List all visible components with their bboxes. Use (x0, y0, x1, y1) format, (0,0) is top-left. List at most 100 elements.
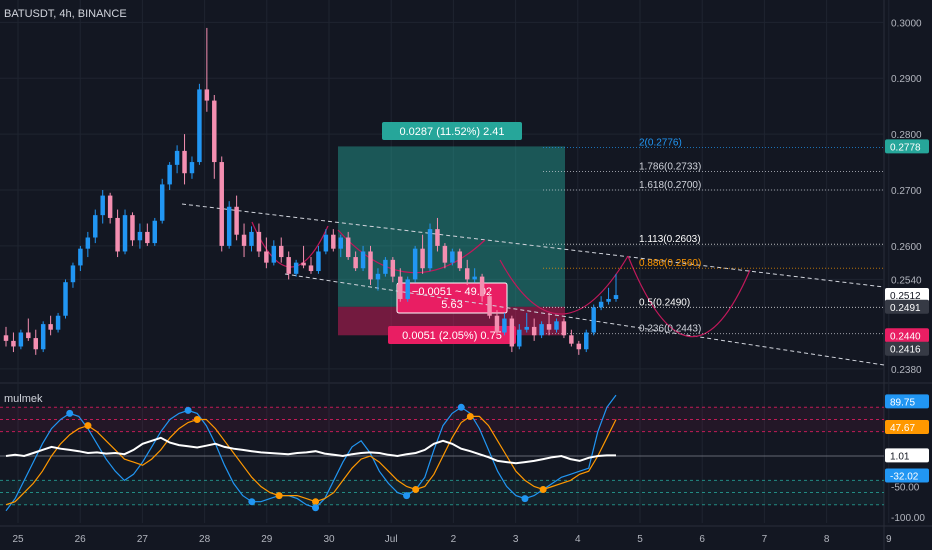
indicator-y-tick: -50.00 (891, 482, 920, 493)
fib-extension[interactable]: 2(0.2776) 1.786(0.2733) 1.618(0.2700) 1.113… (543, 138, 884, 335)
candle-body (375, 273, 381, 280)
candle-body (226, 206, 232, 246)
candle-body (48, 324, 53, 330)
position-pnl-line1: −0.0051 ~ 49.02 (412, 286, 492, 298)
channel-upper[interactable] (181, 203, 885, 288)
signal-dot (193, 415, 201, 423)
signal-dot (457, 403, 465, 411)
price-badge-label: 47.67 (890, 423, 915, 434)
position-profit-zone[interactable] (338, 146, 565, 307)
candle-body (40, 324, 46, 350)
position-tool[interactable]: 0.0287 (11.52%) 2.41 0.0051 (2.05%) 0.75 −… (338, 122, 565, 344)
candle-body (100, 195, 105, 216)
x-tick-label: 28 (199, 534, 211, 545)
candle-body (576, 343, 582, 350)
candle-body (3, 335, 9, 341)
trend-channel[interactable] (181, 203, 885, 366)
fib-level-label: 1.786(0.2733) (639, 162, 701, 173)
candle-body (152, 220, 158, 244)
price-badge-label: -32.02 (890, 472, 919, 483)
price-badge-label: 1.01 (890, 451, 910, 462)
fib-level-label: 0.5(0.2490) (639, 297, 690, 308)
price-badge-label: 0.2416 (890, 345, 921, 356)
candle-body (338, 237, 343, 249)
price-badge (885, 288, 929, 303)
y-tick-label: 0.2900 (891, 74, 922, 85)
candle-body (93, 215, 98, 238)
candle-body (546, 324, 552, 330)
candle-body (517, 329, 522, 347)
price-badge (885, 139, 929, 154)
price-badge-label: 0.2440 (890, 331, 921, 342)
candle-body (279, 245, 284, 258)
candle-body (487, 296, 492, 316)
x-tick-label: 4 (575, 534, 581, 545)
candle-body (26, 332, 31, 339)
candle-body (398, 276, 403, 299)
oscillator-series (5, 436, 616, 465)
price-badge (885, 299, 929, 314)
y-tick-label: 0.2800 (891, 130, 922, 141)
candle-body (368, 251, 373, 280)
candle-body (360, 251, 366, 269)
candle-body (427, 229, 433, 269)
candle-body (70, 265, 76, 283)
candle-body (539, 324, 544, 336)
signal-dot (539, 486, 547, 494)
y-tick-label: 0.3000 (891, 18, 922, 29)
x-tick-label: 2 (451, 534, 457, 545)
candle-body (502, 318, 507, 333)
candle-body (204, 89, 210, 101)
fib-level-label: 1.618(0.2700) (639, 180, 701, 191)
candle-body (85, 237, 91, 249)
position-target-label: 0.0287 (11.52%) 2.41 (400, 126, 505, 138)
candle-body (606, 298, 611, 302)
candle-body (130, 215, 135, 241)
oscillator-series (5, 415, 617, 506)
candle-body (442, 245, 448, 263)
candle-body (308, 265, 314, 272)
candle-body (122, 215, 128, 252)
candle-body (241, 234, 247, 246)
signal-dot (275, 492, 283, 500)
candle-body (390, 259, 396, 277)
price-badge (885, 328, 929, 343)
candle-body (264, 251, 269, 263)
candle-body (55, 315, 61, 330)
candle-body (591, 307, 596, 333)
cup-arc-mid[interactable] (337, 229, 486, 274)
signal-dot (66, 409, 74, 417)
candle-body (509, 318, 515, 347)
price-badge-label: 0.2491 (890, 303, 921, 314)
channel-lower[interactable] (284, 273, 885, 366)
x-tick-label: 6 (699, 534, 705, 545)
candle-body (450, 251, 455, 263)
candle-body (256, 231, 262, 252)
candle-body (561, 321, 567, 336)
candle-body (316, 251, 321, 272)
x-tick-label: 27 (137, 534, 149, 545)
candle-body (115, 217, 120, 252)
candle-body (145, 231, 150, 244)
x-tick-label: Jul (385, 534, 398, 545)
candle-body (457, 251, 463, 269)
cup-arc-right[interactable] (499, 255, 629, 315)
y-tick-label: 0.2380 (891, 365, 922, 376)
candle-body (137, 231, 143, 241)
candle-body (435, 229, 440, 246)
position-stop-label: 0.0051 (2.05%) 0.75 (402, 330, 502, 342)
position-pnl-line2: 5.63 (441, 299, 462, 311)
candle-body (598, 301, 604, 308)
candle-body (107, 195, 113, 218)
cup-arc-projection[interactable] (627, 255, 751, 338)
x-tick-label: 29 (261, 534, 273, 545)
candle-body (531, 326, 537, 336)
candle-body (524, 326, 529, 330)
candle-body (569, 335, 574, 344)
candle-body (412, 248, 418, 280)
candle-body (182, 150, 187, 174)
y-tick-label: 0.2600 (891, 242, 922, 253)
candle-body (174, 150, 180, 165)
